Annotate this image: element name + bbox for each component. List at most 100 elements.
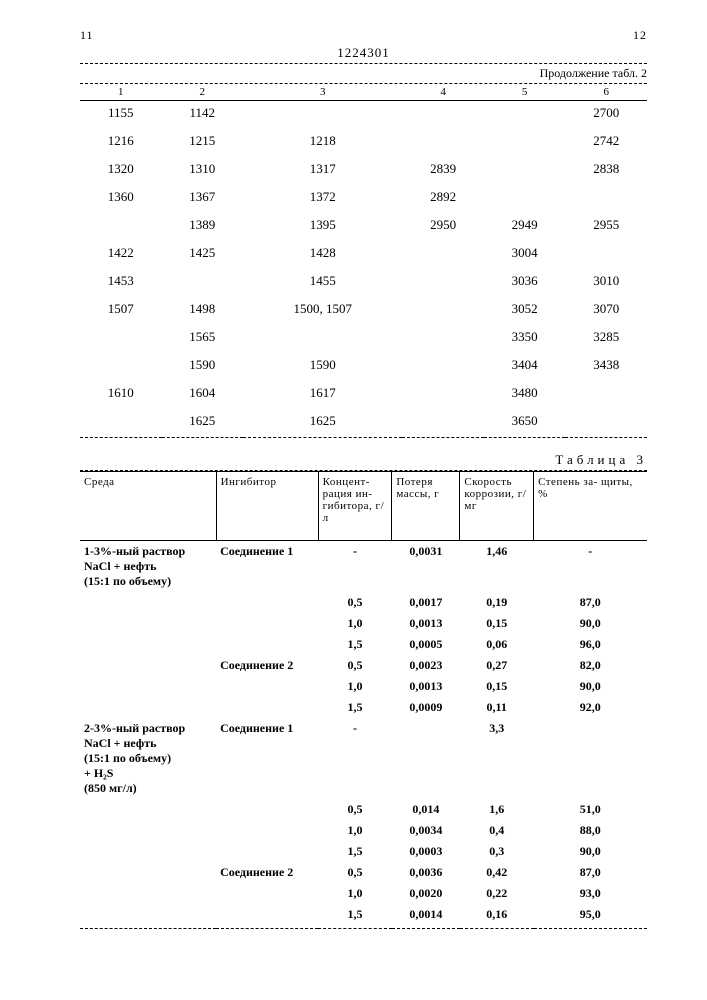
table-cell (243, 101, 402, 130)
table-cell: 3004 (484, 241, 566, 269)
table-row: 13891395295029492955 (80, 213, 647, 241)
table2-col-header: 6 (565, 84, 647, 101)
table-cell (80, 613, 216, 634)
table-row: 0,50,00170,1987,0 (80, 592, 647, 613)
table-cell (402, 129, 484, 157)
table-cell: 0,3 (460, 841, 534, 862)
table-cell: 3285 (565, 325, 647, 353)
table-cell (216, 676, 318, 697)
table-row: 1360136713722892 (80, 185, 647, 213)
table-cell (80, 592, 216, 613)
table-cell: 1610 (80, 381, 162, 409)
table-cell: 1,5 (318, 634, 392, 655)
table2-col-header: 4 (402, 84, 484, 101)
table-cell: 3650 (484, 409, 566, 438)
table2-col-header: 3 (243, 84, 402, 101)
table-cell (402, 381, 484, 409)
table-cell: 1360 (80, 185, 162, 213)
table-cell: 1590 (162, 353, 244, 381)
table-cell: 1455 (243, 269, 402, 297)
table-cell (484, 157, 566, 185)
table-cell: 0,4 (460, 820, 534, 841)
table-cell: 1,0 (318, 613, 392, 634)
table-cell: 0,014 (392, 799, 460, 820)
table-row: 1,50,00030,390,0 (80, 841, 647, 862)
table-cell: 1317 (243, 157, 402, 185)
table-cell (80, 325, 162, 353)
table-cell (80, 904, 216, 929)
table-cell: 1500, 1507 (243, 297, 402, 325)
table-cell: 3,3 (460, 718, 534, 799)
table-cell (392, 718, 460, 799)
table-cell: 2949 (484, 213, 566, 241)
table-cell (216, 613, 318, 634)
table-row: 1-3%-ный раствор NaCl + нефть (15:1 по о… (80, 541, 647, 593)
table-cell (402, 325, 484, 353)
doc-number: 1224301 (80, 45, 647, 61)
table-cell: 87,0 (534, 592, 647, 613)
table-cell (216, 820, 318, 841)
table-row: 162516253650 (80, 409, 647, 438)
table-row: 0,50,0141,651,0 (80, 799, 647, 820)
table-cell: 1565 (162, 325, 244, 353)
table-cell: 1372 (243, 185, 402, 213)
table-cell: Соединение 2 (216, 655, 318, 676)
table-cell: 92,0 (534, 697, 647, 718)
table-cell: 1625 (162, 409, 244, 438)
table-cell: 0,27 (460, 655, 534, 676)
table-cell: 0,06 (460, 634, 534, 655)
table-cell: 51,0 (534, 799, 647, 820)
table-cell: 3010 (565, 269, 647, 297)
table-cell: 1,5 (318, 841, 392, 862)
table-cell (565, 185, 647, 213)
table-cell: 0,0003 (392, 841, 460, 862)
page-col-left: 11 (80, 28, 94, 43)
table-cell: 0,22 (460, 883, 534, 904)
table3-title: Таблица 3 (80, 452, 647, 468)
table-cell: 0,15 (460, 676, 534, 697)
table-3: СредаИнгибиторКонцент- рация ин- гибитор… (80, 471, 647, 929)
table-row: Соединение 20,50,00360,4287,0 (80, 862, 647, 883)
table-cell: 1507 (80, 297, 162, 325)
table-cell (80, 409, 162, 438)
table-cell (402, 269, 484, 297)
table-cell: 2892 (402, 185, 484, 213)
table-cell (243, 325, 402, 353)
table-cell (80, 841, 216, 862)
table-cell (162, 269, 244, 297)
table-cell: 2-3%-ный раствор NaCl + нефть (15:1 по о… (80, 718, 216, 799)
table-row: Соединение 20,50,00230,2782,0 (80, 655, 647, 676)
table3-col-header: Степень за- щиты, % (534, 472, 647, 541)
table-cell: 0,0031 (392, 541, 460, 593)
table-cell: 2700 (565, 101, 647, 130)
table-cell: 0,5 (318, 862, 392, 883)
table-cell: 1155 (80, 101, 162, 130)
table-cell: 1617 (243, 381, 402, 409)
table-cell: 1,6 (460, 799, 534, 820)
table-cell: 1604 (162, 381, 244, 409)
table2-continuation-label: Продолжение табл. 2 (80, 66, 647, 81)
table-cell: 2838 (565, 157, 647, 185)
table-cell (80, 634, 216, 655)
table-cell: Соединение 1 (216, 718, 318, 799)
table-cell (80, 213, 162, 241)
table-cell (80, 862, 216, 883)
table-cell: 0,5 (318, 592, 392, 613)
table-cell: 1216 (80, 129, 162, 157)
table-cell (402, 409, 484, 438)
table-cell: 0,0036 (392, 862, 460, 883)
table-cell: - (318, 718, 392, 799)
table-cell: 0,0020 (392, 883, 460, 904)
table-cell (484, 129, 566, 157)
table-cell (80, 820, 216, 841)
table-cell (484, 101, 566, 130)
table-row: 2-3%-ный раствор NaCl + нефть (15:1 по о… (80, 718, 647, 799)
table-cell (80, 353, 162, 381)
table-cell: Соединение 2 (216, 862, 318, 883)
table-cell: 0,19 (460, 592, 534, 613)
table-cell: 90,0 (534, 613, 647, 634)
table3-col-header: Ингибитор (216, 472, 318, 541)
table-cell: 0,0014 (392, 904, 460, 929)
table-cell: - (318, 541, 392, 593)
table-cell: 1,0 (318, 883, 392, 904)
